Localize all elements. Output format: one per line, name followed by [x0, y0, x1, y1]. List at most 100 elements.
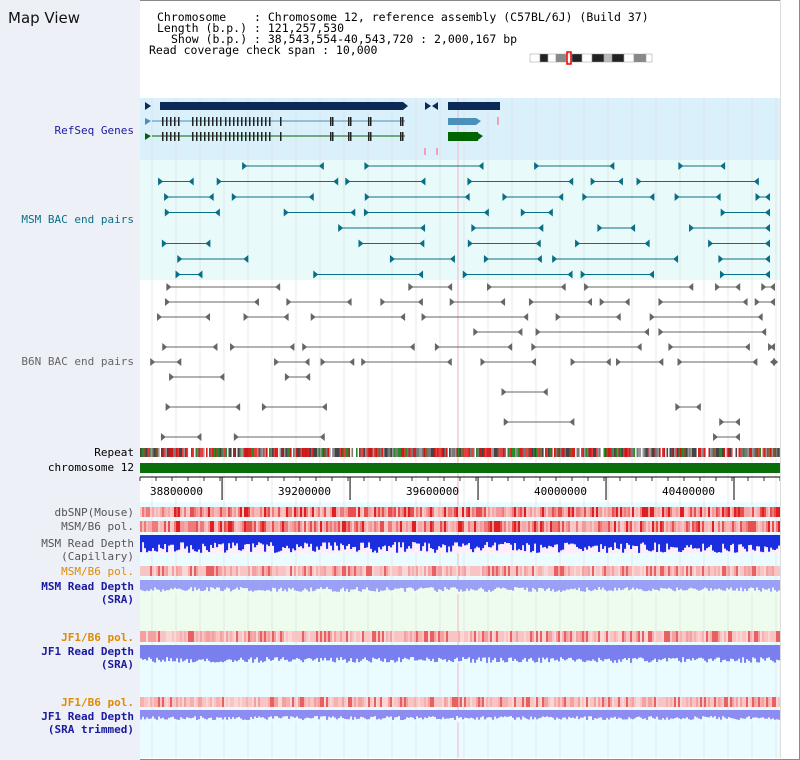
- jf1-pol-2-track-cell: [246, 697, 249, 707]
- repeat-segment: [611, 448, 613, 457]
- msm-pol-2-track-cell: [458, 566, 461, 576]
- msm-depth-capillary-bar: [312, 535, 315, 551]
- repeat-segment: [699, 448, 702, 457]
- msm-depth-capillary-bar: [380, 535, 383, 550]
- jf1-depth-sra-bar: [316, 645, 319, 658]
- jf1-pol-2-track-cell: [474, 697, 477, 707]
- msm-depth-capillary-bar: [566, 535, 569, 543]
- b6n-bac-pair-end: [284, 373, 290, 381]
- repeat-segment: [536, 448, 538, 457]
- jf1-depth-trim-bar: [170, 710, 173, 718]
- msm-pol-track-cell: [278, 521, 281, 532]
- jf1-pol-track-cell: [700, 631, 703, 642]
- jf1-pol-track-cell: [724, 631, 727, 642]
- jf1-pol-2-track-cell: [670, 697, 673, 707]
- jf1-pol-track-cell: [514, 631, 517, 642]
- gene-exon: [253, 117, 255, 126]
- jf1-depth-sra-bar: [428, 645, 431, 660]
- jf1-pol-2-track-cell: [452, 697, 455, 707]
- msm-depth-sra-bar: [256, 580, 259, 591]
- b6n-bac-pair-end: [283, 313, 289, 321]
- b6n-bac-pair-end: [715, 283, 721, 291]
- repeat-segment: [585, 448, 588, 457]
- msm-bac-pair-end: [188, 177, 194, 186]
- track-label-jf1-trim-1[interactable]: JF1 Read Depth: [41, 710, 134, 723]
- jf1-pol-track-cell: [232, 631, 235, 642]
- dbsnp-track-cell: [506, 507, 509, 517]
- b6n-bac-pair-end: [480, 358, 486, 366]
- dbsnp-track-cell: [196, 507, 199, 517]
- track-label-refseq[interactable]: RefSeq Genes: [54, 124, 134, 137]
- jf1-pol-track-cell: [444, 631, 447, 642]
- jf1-depth-trim-bar: [212, 710, 215, 720]
- msm-pol-track-cell: [538, 521, 541, 532]
- jf1-pol-2-track-cell: [694, 697, 697, 707]
- dbsnp-track-cell: [750, 507, 753, 517]
- jf1-depth-sra-bar: [270, 645, 273, 661]
- dbsnp-track-cell: [240, 507, 243, 517]
- jf1-depth-sra-bar: [590, 645, 593, 661]
- jf1-depth-sra-bar: [372, 645, 375, 658]
- repeat-segment: [744, 448, 747, 457]
- jf1-depth-trim-bar: [240, 710, 243, 719]
- dbsnp-track-cell: [756, 507, 759, 517]
- jf1-pol-2-track-cell: [514, 697, 517, 707]
- jf1-pol-track-cell: [678, 631, 681, 642]
- jf1-depth-sra-bar: [750, 645, 753, 663]
- repeat-segment: [179, 448, 181, 457]
- msm-depth-capillary-bar: [696, 535, 699, 549]
- jf1-pol-track-cell: [528, 631, 531, 642]
- jf1-pol-track-cell: [234, 631, 237, 642]
- track-label-msm-pol[interactable]: MSM/B6 pol.: [61, 520, 134, 533]
- track-label-msm-pol-2[interactable]: MSM/B6 pol.: [61, 565, 134, 578]
- repeat-segment: [776, 448, 778, 457]
- b6n-bac-pair-end: [473, 328, 479, 336]
- msm-pol-2-track-cell: [502, 566, 505, 576]
- track-label-msm-depth-sra-1[interactable]: MSM Read Depth: [41, 580, 134, 593]
- jf1-depth-sra-bar: [718, 645, 721, 658]
- msm-depth-sra-bar: [504, 580, 507, 589]
- msm-depth-sra-bar: [380, 580, 383, 591]
- msm-depth-sra-bar: [734, 580, 737, 591]
- jf1-pol-track-cell: [546, 631, 549, 642]
- repeat-segment: [654, 448, 657, 457]
- jf1-depth-trim-bar: [742, 710, 745, 719]
- track-label-dbsnp[interactable]: dbSNP(Mouse): [54, 506, 134, 519]
- jf1-pol-track-cell: [474, 631, 477, 642]
- b6n-bac-pair-end: [555, 313, 561, 321]
- dbsnp-track-cell: [176, 507, 179, 517]
- msm-depth-sra-bar: [172, 580, 175, 590]
- msm-pol-2-track-cell: [416, 566, 419, 576]
- track-label-jf1-depth-1[interactable]: JF1 Read Depth: [41, 645, 134, 658]
- msm-depth-capillary-bar: [400, 535, 403, 548]
- repeat-segment: [708, 448, 711, 457]
- vertical-scrollbar[interactable]: [780, 0, 799, 758]
- msm-pol-track-cell: [422, 521, 425, 532]
- msm-pol-track-cell: [248, 521, 251, 532]
- msm-pol-track-cell: [526, 521, 529, 532]
- msm-pol-track-cell: [210, 521, 213, 532]
- track-label-b6n-bac[interactable]: B6N BAC end pairs: [21, 355, 134, 368]
- jf1-depth-sra-bar: [470, 645, 473, 663]
- msm-depth-sra-bar: [158, 580, 161, 590]
- track-label-jf1-pol[interactable]: JF1/B6 pol.: [61, 631, 134, 644]
- msm-pol-2-track-cell: [152, 566, 155, 576]
- repeat-segment: [701, 448, 703, 457]
- track-label-jf1-pol-2[interactable]: JF1/B6 pol.: [61, 696, 134, 709]
- track-label-msm-depth-cap-1[interactable]: MSM Read Depth: [41, 537, 134, 550]
- jf1-pol-2-track-cell: [500, 697, 503, 707]
- track-label-msm-bac[interactable]: MSM BAC end pairs: [21, 213, 134, 226]
- msm-depth-capillary-bar: [668, 535, 671, 550]
- msm-depth-capillary-bar: [278, 535, 281, 552]
- jf1-pol-2-track-cell: [622, 697, 625, 707]
- msm-pol-track-cell: [590, 521, 593, 532]
- msm-pol-track-cell: [274, 521, 277, 532]
- msm-pol-track-cell: [192, 521, 195, 532]
- dbsnp-track-cell: [688, 507, 691, 517]
- msm-depth-capillary-bar: [364, 535, 367, 549]
- msm-depth-capillary-bar: [706, 535, 709, 549]
- jf1-depth-trim-bar: [462, 710, 465, 720]
- repeat-segment: [174, 448, 177, 457]
- jf1-depth-trim-bar: [420, 710, 423, 718]
